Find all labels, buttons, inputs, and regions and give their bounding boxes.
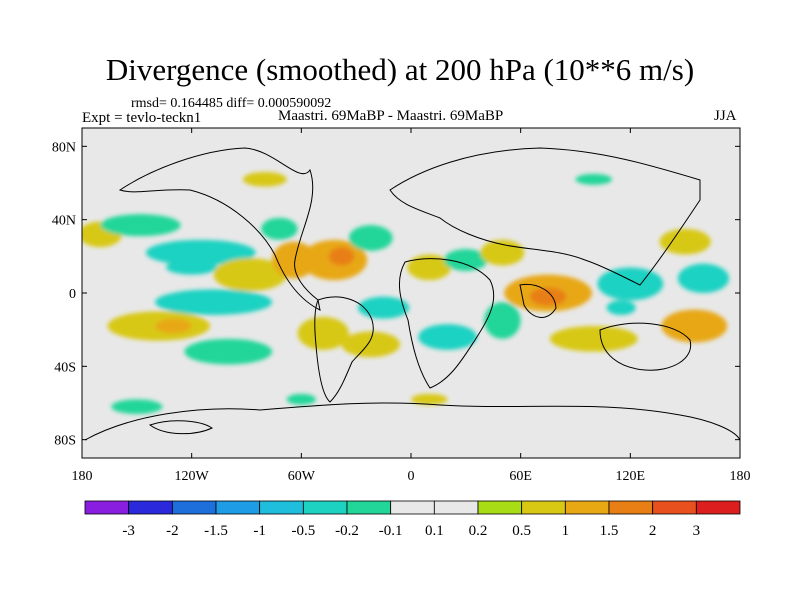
anomaly-region <box>661 309 728 343</box>
y-tick-label: 40S <box>54 360 76 375</box>
anomaly-region <box>213 258 287 292</box>
anomaly-region <box>549 326 638 352</box>
coastline-south-america <box>314 296 374 403</box>
comparison-label: Maastri. 69MaBP - Maastri. 69MaBP <box>278 108 504 124</box>
colorbar-box <box>433 500 479 515</box>
anomaly-region <box>286 393 316 405</box>
anomaly-region <box>411 393 448 405</box>
coastline-europe-asia <box>389 147 701 286</box>
anomaly-region <box>575 173 613 185</box>
anomaly-region <box>659 228 711 255</box>
colorbar-box <box>171 500 217 515</box>
colorbar-label: 1.5 <box>600 523 619 539</box>
anomaly-region <box>443 249 488 271</box>
colorbar-box <box>695 500 741 515</box>
anomaly-region <box>348 225 393 251</box>
colorbar-box <box>477 500 523 515</box>
stats-text: rmsd= 0.164485 diff= 0.000590092 <box>131 96 332 111</box>
anomaly-region <box>407 254 452 281</box>
anomaly-region <box>261 217 298 240</box>
anomaly-region <box>111 399 163 414</box>
anomaly-region <box>297 316 349 350</box>
anomaly-region <box>480 239 525 266</box>
colorbar-box <box>302 500 348 515</box>
anomaly-region <box>357 296 410 319</box>
colorbar-label: -1 <box>253 523 266 539</box>
x-tick-label: 120E <box>616 469 646 484</box>
coastline-australia <box>599 322 692 371</box>
anomaly-region <box>242 172 287 187</box>
anomaly-region <box>677 263 730 294</box>
colorbar-label: -3 <box>122 523 135 539</box>
anomaly-region <box>145 239 256 266</box>
coastline-india <box>519 283 557 318</box>
colorbar-box <box>84 500 130 515</box>
anomaly-region <box>484 302 521 339</box>
anomaly-region <box>155 318 192 334</box>
x-tick-label: 180 <box>72 469 93 484</box>
colorbar-label: -1.5 <box>204 523 228 539</box>
anomaly-region <box>328 247 355 266</box>
anomaly-region <box>341 331 401 358</box>
colorbar-label: -0.5 <box>291 523 315 539</box>
anomaly-region <box>100 214 181 237</box>
anomaly-region <box>184 338 273 365</box>
y-tick-label: 80N <box>52 140 76 155</box>
colorbar-box <box>259 500 304 515</box>
colorbar-label: 0.2 <box>469 523 488 539</box>
y-tick-label: 40N <box>52 214 76 229</box>
x-tick-label: 180 <box>730 469 751 484</box>
colorbar-box <box>346 500 392 515</box>
colorbar-label: -0.2 <box>335 523 359 539</box>
colorbar-label: 0.5 <box>512 523 531 539</box>
chart-title: Divergence (smoothed) at 200 hPa (10**6 … <box>105 52 695 87</box>
anomaly-region <box>166 260 218 275</box>
coastlines <box>84 147 740 441</box>
anomaly-region <box>529 287 567 306</box>
coastline-africa <box>398 258 495 389</box>
colorbar-box <box>608 500 654 515</box>
colorbar-label: -0.1 <box>379 523 403 539</box>
colorbar-label: -2 <box>166 523 179 539</box>
colorbar-box <box>390 500 435 515</box>
experiment-label: Expt = tevlo-teckn1 <box>82 110 202 126</box>
coastline-north-america <box>118 147 321 311</box>
coastline-islands <box>148 420 214 435</box>
x-tick-label: 0 <box>408 469 415 484</box>
colorbar-box <box>128 500 173 515</box>
anomaly-region <box>606 300 636 315</box>
colorbar-label: 2 <box>649 523 657 539</box>
anomaly-region <box>155 289 273 315</box>
x-tick-label: 120W <box>175 469 210 484</box>
anomaly-region <box>597 267 664 301</box>
anomaly-field <box>82 172 730 414</box>
coastline-antarctica <box>84 402 740 441</box>
colorbar-box <box>215 500 261 515</box>
colorbar-label: 3 <box>693 523 701 539</box>
colorbar-box <box>521 500 566 515</box>
anomaly-region <box>418 324 477 350</box>
colorbar-box <box>564 500 610 515</box>
colorbar-label: 1 <box>562 523 570 539</box>
x-tick-label: 60E <box>509 469 532 484</box>
colorbar-box <box>652 500 697 515</box>
colorbar-label: 0.1 <box>425 523 444 539</box>
season-label: JJA <box>714 108 737 124</box>
x-tick-label: 60W <box>288 469 316 484</box>
y-tick-label: 0 <box>69 287 76 302</box>
y-tick-label: 80S <box>54 434 76 449</box>
